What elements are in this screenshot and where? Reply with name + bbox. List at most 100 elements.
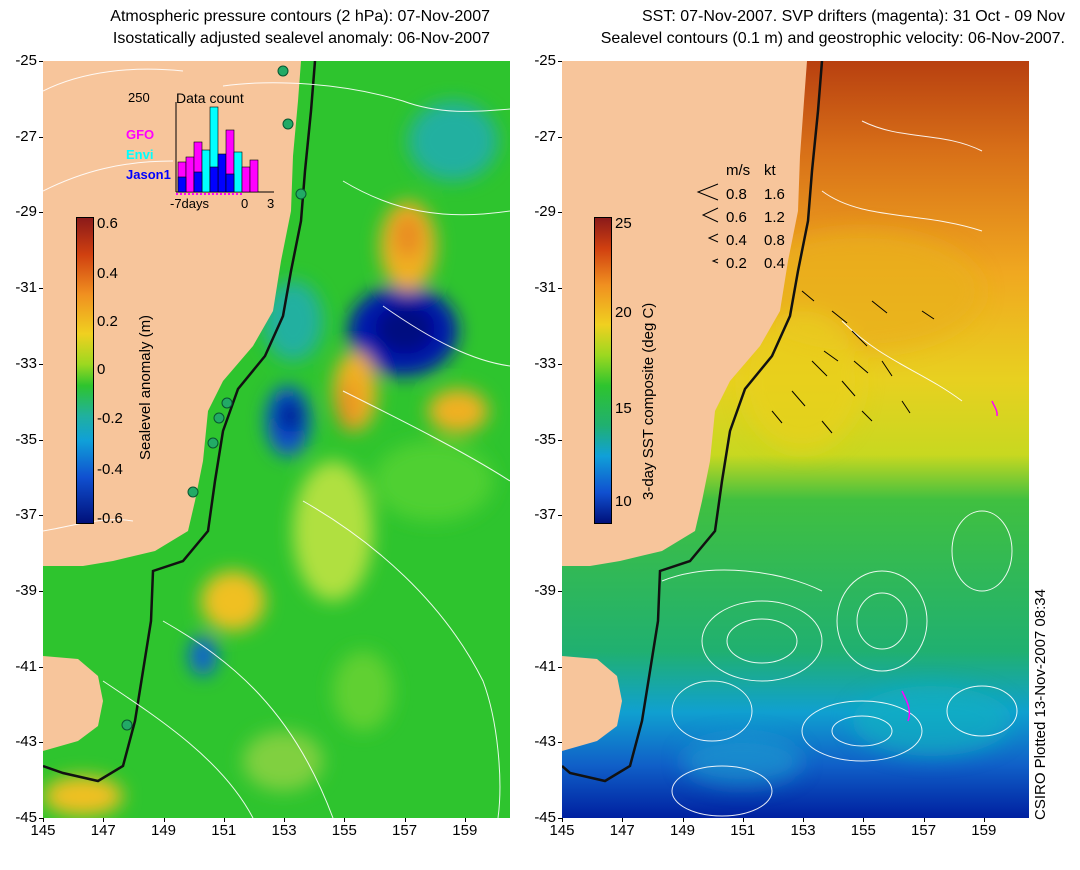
right-panel-title: SST: 07-Nov-2007. SVP drifters (magenta)… bbox=[500, 6, 1065, 50]
left-y-tick-mark bbox=[39, 136, 43, 138]
left-y-tick-mark bbox=[39, 212, 43, 214]
sealevel-cbar-label: 0 bbox=[97, 361, 106, 378]
right-x-tick-mark bbox=[983, 818, 985, 822]
sst-cbar-label: 20 bbox=[615, 304, 632, 321]
right-x-tick-mark bbox=[562, 818, 563, 822]
velocity-legend-header-kt: kt bbox=[764, 162, 776, 179]
left-x-tick-mark bbox=[103, 818, 105, 822]
right-y-tick-mark bbox=[558, 136, 562, 138]
right-x-tick-mark bbox=[622, 818, 624, 822]
left-y-tick-label: -43 bbox=[15, 733, 37, 751]
left-y-tick-label: -27 bbox=[15, 127, 37, 145]
left-y-tick-mark bbox=[39, 61, 43, 62]
left-y-tick-mark bbox=[39, 363, 43, 365]
shelf-break-contour bbox=[562, 61, 824, 783]
velocity-legend-ms: 0.6 bbox=[726, 209, 747, 226]
right-y-tick-label: -39 bbox=[534, 581, 556, 599]
sealevel-cbar-title: Sealevel anomaly (m) bbox=[137, 314, 154, 460]
right-x-tick-label: 157 bbox=[911, 822, 937, 839]
right-y-tick-label: -33 bbox=[534, 354, 556, 372]
geostrophic-velocity-arrows bbox=[771, 290, 935, 434]
mainland-australia bbox=[562, 61, 807, 566]
right-title-line2: Sealevel contours (0.1 m) and geostrophi… bbox=[600, 30, 1065, 47]
right-x-tick-label: 147 bbox=[609, 822, 635, 839]
left-x-tick-mark bbox=[43, 818, 44, 822]
left-y-tick-label: -39 bbox=[15, 581, 37, 599]
left-x-tick-label: 155 bbox=[331, 822, 357, 839]
right-y-tick-label: -27 bbox=[534, 127, 556, 145]
inset-legend-gfo: GFO bbox=[126, 127, 155, 142]
left-y-tick-label: -41 bbox=[15, 657, 37, 675]
left-x-tick-mark bbox=[404, 818, 406, 822]
velocity-legend: m/s kt 0.8 1.6 0.6 1.2 0.4 0.8 0.2 0.4 bbox=[690, 162, 800, 277]
right-y-tick-mark bbox=[558, 515, 562, 517]
right-x-tick-mark bbox=[863, 818, 865, 822]
left-x-tick-label: 157 bbox=[392, 822, 418, 839]
right-y-tick-label: -43 bbox=[534, 733, 556, 751]
plot-credit: CSIRO Plotted 13-Nov-2007 08:34 bbox=[1032, 589, 1049, 820]
right-y-tick-mark bbox=[558, 61, 562, 62]
sst-cbar-label: 10 bbox=[615, 493, 632, 510]
left-y-tick-mark bbox=[39, 590, 43, 592]
sst-cbar-label: 15 bbox=[615, 400, 632, 417]
velocity-legend-arrows bbox=[696, 183, 719, 264]
right-y-tick-mark bbox=[558, 818, 562, 819]
sealevel-contours bbox=[661, 120, 1018, 817]
inset-title: Data count bbox=[176, 90, 244, 106]
right-y-tick-mark bbox=[558, 742, 562, 744]
inset-legend-envi: Envi bbox=[126, 147, 154, 162]
left-y-tick-mark bbox=[39, 515, 43, 517]
tasmania bbox=[562, 656, 622, 751]
sealevel-cbar-label: 0.4 bbox=[97, 265, 118, 282]
left-panel-title: Atmospheric pressure contours (2 hPa): 0… bbox=[0, 6, 490, 50]
velocity-legend-kt: 1.6 bbox=[764, 186, 785, 203]
sst-colorbar bbox=[594, 217, 612, 524]
right-y-tick-label: -31 bbox=[534, 279, 556, 297]
inset-legend-jason1: Jason1 bbox=[126, 167, 171, 182]
svp-drifter-tracks bbox=[901, 400, 998, 722]
left-x-tick-mark bbox=[344, 818, 346, 822]
tasmania bbox=[43, 656, 103, 751]
left-y-tick-mark bbox=[39, 439, 43, 441]
left-x-tick-mark bbox=[284, 818, 286, 822]
left-x-tick-mark bbox=[223, 818, 225, 822]
velocity-legend-kt: 0.4 bbox=[764, 255, 785, 272]
right-x-tick-label: 159 bbox=[971, 822, 997, 839]
sealevel-colorbar bbox=[76, 217, 94, 524]
data-count-histogram bbox=[175, 102, 274, 195]
data-count-inset: 250 Data count GFO Envi Jason1 -7days 0 … bbox=[124, 90, 284, 211]
right-y-tick-mark bbox=[558, 288, 562, 290]
sst-cbar-title: 3-day SST composite (deg C) bbox=[640, 302, 657, 500]
right-y-tick-label: -45 bbox=[534, 809, 556, 826]
right-x-tick-label: 153 bbox=[790, 822, 816, 839]
right-x-tick-mark bbox=[682, 818, 684, 822]
left-y-tick-label: -31 bbox=[15, 279, 37, 297]
sst-cbar-label: 25 bbox=[615, 215, 632, 232]
right-y-tick-mark bbox=[558, 666, 562, 668]
right-x-tick-label: 151 bbox=[730, 822, 756, 839]
right-x-tick-mark bbox=[803, 818, 805, 822]
sealevel-cbar-label: -0.4 bbox=[97, 461, 123, 478]
left-x-tick-label: 149 bbox=[151, 822, 177, 839]
velocity-legend-kt: 1.2 bbox=[764, 209, 785, 226]
left-y-tick-label: -29 bbox=[15, 203, 37, 221]
left-x-tick-label: 153 bbox=[271, 822, 297, 839]
tide-gauge-markers bbox=[121, 65, 307, 731]
right-x-tick-label: 145 bbox=[549, 822, 575, 839]
left-y-tick-label: -45 bbox=[15, 809, 37, 826]
left-x-tick-mark bbox=[464, 818, 466, 822]
velocity-legend-ms: 0.4 bbox=[726, 232, 747, 249]
velocity-legend-ms: 0.2 bbox=[726, 255, 747, 272]
right-x-tick-mark bbox=[742, 818, 744, 822]
anomaly-field bbox=[43, 101, 498, 816]
right-x-tick-mark bbox=[923, 818, 925, 822]
left-y-tick-label: -37 bbox=[15, 506, 37, 524]
left-y-tick-label: -33 bbox=[15, 354, 37, 372]
inset-xlabel-start: -7days bbox=[170, 196, 210, 211]
inset-xlabel-end: 3 bbox=[267, 196, 275, 211]
left-title-line1: Atmospheric pressure contours (2 hPa): 0… bbox=[110, 8, 490, 25]
sealevel-cbar-label: -0.6 bbox=[97, 510, 123, 527]
left-y-tick-mark bbox=[39, 288, 43, 290]
sealevel-cbar-label: 0.2 bbox=[97, 313, 118, 330]
velocity-legend-kt: 0.8 bbox=[764, 232, 785, 249]
